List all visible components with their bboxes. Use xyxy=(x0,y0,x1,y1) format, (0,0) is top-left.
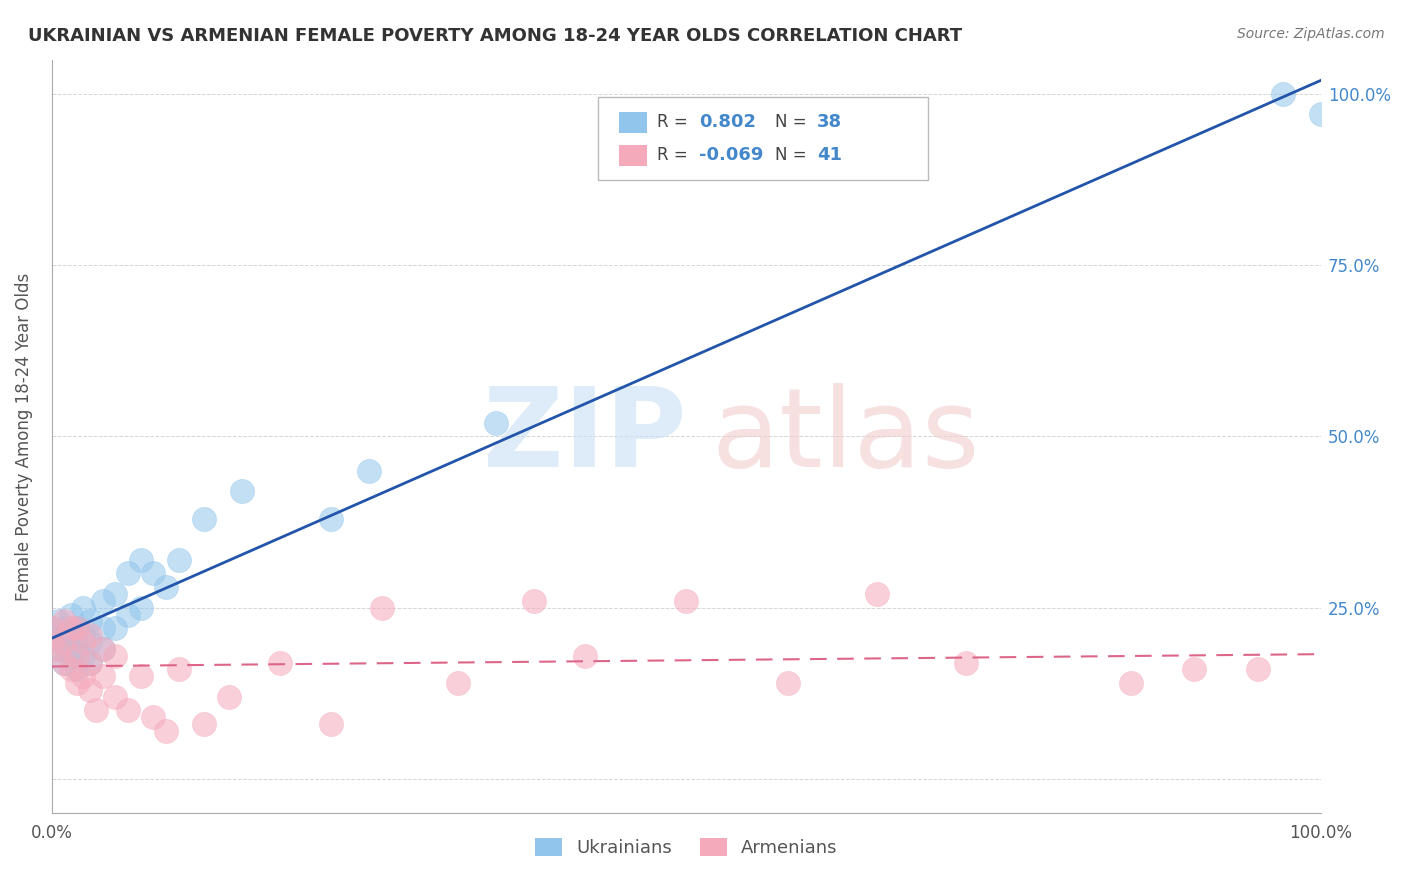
Point xyxy=(447,676,470,690)
Text: R =: R = xyxy=(657,113,693,131)
Point xyxy=(1119,676,1142,690)
Point xyxy=(91,594,114,608)
Point xyxy=(129,553,152,567)
Point xyxy=(1246,662,1268,676)
Point xyxy=(53,635,76,649)
Point xyxy=(866,587,889,601)
Point xyxy=(167,662,190,676)
Point xyxy=(66,621,89,635)
Text: Source: ZipAtlas.com: Source: ZipAtlas.com xyxy=(1237,27,1385,41)
Point xyxy=(59,621,82,635)
Point xyxy=(129,669,152,683)
Point xyxy=(46,641,69,656)
FancyBboxPatch shape xyxy=(619,145,647,166)
Point xyxy=(193,511,215,525)
Point xyxy=(675,594,697,608)
Point xyxy=(79,656,101,670)
Point xyxy=(155,724,177,739)
Point xyxy=(72,600,94,615)
Text: -0.069: -0.069 xyxy=(699,146,763,164)
Point xyxy=(79,682,101,697)
Point xyxy=(104,587,127,601)
Point xyxy=(142,566,165,581)
Point xyxy=(66,662,89,676)
Point xyxy=(155,580,177,594)
Text: UKRAINIAN VS ARMENIAN FEMALE POVERTY AMONG 18-24 YEAR OLDS CORRELATION CHART: UKRAINIAN VS ARMENIAN FEMALE POVERTY AMO… xyxy=(28,27,962,45)
Text: 0.802: 0.802 xyxy=(699,113,756,131)
Point xyxy=(371,600,394,615)
Point xyxy=(104,648,127,663)
FancyBboxPatch shape xyxy=(619,112,647,133)
Text: R =: R = xyxy=(657,146,693,164)
Point xyxy=(84,703,107,717)
Point xyxy=(59,648,82,663)
Point xyxy=(91,641,114,656)
Point xyxy=(1272,87,1295,101)
Point xyxy=(117,703,139,717)
Point xyxy=(46,615,69,629)
Point xyxy=(104,621,127,635)
Point xyxy=(104,690,127,704)
Point xyxy=(117,607,139,622)
Point xyxy=(53,656,76,670)
Point xyxy=(66,648,89,663)
Point xyxy=(72,669,94,683)
Point xyxy=(359,464,381,478)
Point xyxy=(117,566,139,581)
Point xyxy=(53,615,76,629)
Y-axis label: Female Poverty Among 18-24 Year Olds: Female Poverty Among 18-24 Year Olds xyxy=(15,272,32,600)
Text: N =: N = xyxy=(775,146,813,164)
Point xyxy=(46,641,69,656)
Point xyxy=(53,635,76,649)
Point xyxy=(79,628,101,642)
Point xyxy=(485,416,508,430)
Point xyxy=(72,635,94,649)
Point xyxy=(53,656,76,670)
Point xyxy=(193,717,215,731)
Point xyxy=(218,690,240,704)
Text: atlas: atlas xyxy=(711,383,980,490)
Point xyxy=(776,676,799,690)
Point xyxy=(66,641,89,656)
Point xyxy=(53,621,76,635)
Point xyxy=(955,656,977,670)
Legend: Ukrainians, Armenians: Ukrainians, Armenians xyxy=(529,830,845,864)
Point xyxy=(142,710,165,724)
Text: ZIP: ZIP xyxy=(484,383,686,490)
Point xyxy=(319,717,342,731)
Point xyxy=(269,656,291,670)
Point xyxy=(41,621,63,635)
Point xyxy=(41,621,63,635)
Text: 41: 41 xyxy=(817,146,842,164)
Point xyxy=(319,511,342,525)
Point xyxy=(167,553,190,567)
Point xyxy=(1182,662,1205,676)
Point xyxy=(523,594,546,608)
Point xyxy=(91,621,114,635)
Point xyxy=(59,607,82,622)
Point xyxy=(79,656,101,670)
Point xyxy=(129,600,152,615)
FancyBboxPatch shape xyxy=(598,97,928,180)
Text: N =: N = xyxy=(775,113,813,131)
Text: 38: 38 xyxy=(817,113,842,131)
Point xyxy=(41,635,63,649)
Point xyxy=(79,635,101,649)
Point xyxy=(59,628,82,642)
Point xyxy=(91,641,114,656)
Point xyxy=(91,669,114,683)
Point xyxy=(79,615,101,629)
Point xyxy=(72,648,94,663)
Point xyxy=(1310,107,1333,121)
Point xyxy=(66,676,89,690)
Point xyxy=(72,628,94,642)
Point xyxy=(231,484,253,499)
Point xyxy=(574,648,596,663)
Point xyxy=(66,621,89,635)
Point xyxy=(41,635,63,649)
Point xyxy=(59,662,82,676)
